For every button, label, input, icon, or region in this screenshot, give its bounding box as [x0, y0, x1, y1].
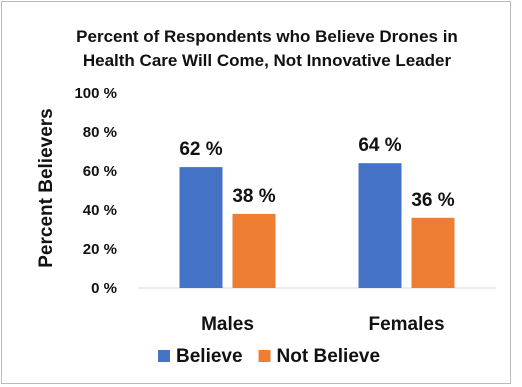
chart-frame: [1, 1, 511, 384]
bar-females-not-believe: [411, 217, 455, 288]
bar-males-not-believe: [232, 213, 276, 288]
y-tick-label: 20 %: [83, 241, 117, 258]
data-label: 62 %: [179, 139, 222, 160]
bar-females-believe: [358, 163, 402, 288]
legend-swatch-not-believe: [258, 350, 271, 362]
data-labels: 62 % 38 % 64 % 36 %: [179, 135, 454, 211]
bars: [179, 163, 455, 288]
x-category-label: Females: [368, 314, 444, 335]
x-category-label: Males: [201, 314, 254, 335]
y-axis-ticks: 0 % 20 % 40 % 60 % 80 % 100 %: [74, 85, 117, 297]
y-tick-label: 40 %: [83, 202, 117, 219]
legend-label: Not Believe: [277, 346, 380, 367]
data-label: 36 %: [411, 190, 454, 211]
y-tick-label: 60 %: [83, 163, 117, 180]
chart-title-line-2: Health Care Will Come, Not Innovative Le…: [83, 51, 452, 70]
y-tick-label: 0 %: [91, 280, 117, 297]
y-tick-label: 100 %: [74, 85, 117, 102]
chart-title-line-1: Percent of Respondents who Believe Drone…: [76, 27, 458, 46]
data-label: 38 %: [232, 186, 275, 207]
y-tick-label: 80 %: [83, 124, 117, 141]
legend: Believe Not Believe: [158, 346, 380, 367]
data-label: 64 %: [358, 135, 401, 156]
x-axis-categories: Males Females: [201, 314, 444, 335]
legend-label: Believe: [176, 346, 243, 367]
legend-swatch-believe: [158, 350, 170, 362]
y-axis-label: Percent Believers: [36, 108, 57, 268]
bar-males-believe: [179, 167, 223, 288]
